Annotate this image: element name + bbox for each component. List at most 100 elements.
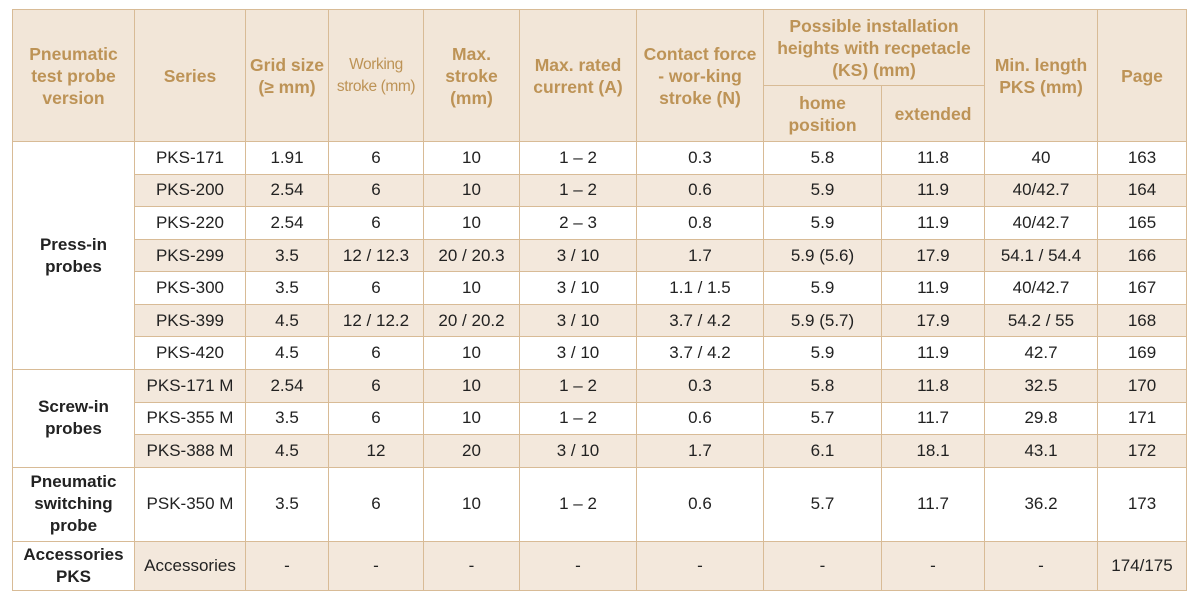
cell-series: PKS-299	[134, 238, 246, 273]
table-row: PKS-399 4.5 12 / 12.2 20 / 20.2 3 / 10 3…	[13, 303, 1187, 338]
cell-contact-force: 3.7 / 4.2	[636, 336, 764, 371]
cell-max-stroke: 10	[423, 466, 520, 543]
cell-home-position: -	[763, 541, 882, 591]
cell-extended: 17.9	[881, 238, 985, 273]
cell-series: PKS-355 M	[134, 401, 246, 436]
cell-min-length: 42.7	[984, 336, 1098, 371]
cell-extended: 11.9	[881, 206, 985, 240]
cell-page: 168	[1097, 303, 1187, 338]
cell-page: 164	[1097, 173, 1187, 208]
cell-home-position: 5.8	[763, 141, 882, 175]
cell-home-position: 5.9 (5.6)	[763, 238, 882, 273]
cell-contact-force: 1.1 / 1.5	[636, 271, 764, 305]
cell-working-stroke: 12 / 12.2	[328, 303, 424, 338]
cell-grid: 3.5	[245, 401, 329, 436]
cell-working-stroke: 6	[328, 466, 424, 543]
cell-rated-current: 1 – 2	[519, 141, 637, 175]
cell-contact-force: 0.6	[636, 466, 764, 543]
cell-working-stroke: 12	[328, 434, 424, 468]
header-version: Pneumatic test probe version	[12, 9, 135, 142]
cell-working-stroke: 6	[328, 369, 424, 403]
cell-home-position: 5.9	[763, 173, 882, 208]
cell-max-stroke: 20	[423, 434, 520, 468]
cell-contact-force: 0.3	[636, 369, 764, 403]
cell-extended: 11.7	[881, 401, 985, 436]
cell-grid: 4.5	[245, 303, 329, 338]
header-extended: extended	[881, 85, 985, 142]
cell-working-stroke: 6	[328, 173, 424, 208]
cell-page: 172	[1097, 434, 1187, 468]
cell-min-length: 40/42.7	[984, 271, 1098, 305]
cell-min-length: 40	[984, 141, 1098, 175]
cell-rated-current: 3 / 10	[519, 336, 637, 371]
table-row: PKS-420 4.5 6 10 3 / 10 3.7 / 4.2 5.9 11…	[13, 336, 1187, 371]
cell-grid: 3.5	[245, 238, 329, 273]
cell-min-length: 54.2 / 55	[984, 303, 1098, 338]
cell-home-position: 5.7	[763, 401, 882, 436]
cell-extended: 11.8	[881, 369, 985, 403]
header-max-stroke: Max. stroke (mm)	[423, 9, 520, 142]
cell-rated-current: 1 – 2	[519, 401, 637, 436]
product-table: Pneumatic test probe version Series Grid…	[12, 9, 1187, 591]
cell-series: PKS-220	[134, 206, 246, 240]
cell-working-stroke: 6	[328, 336, 424, 371]
header-installation-heights: Possible installation heights with recpe…	[763, 9, 985, 86]
cell-min-length: 40/42.7	[984, 173, 1098, 208]
cell-grid: 2.54	[245, 206, 329, 240]
cell-grid: 1.91	[245, 141, 329, 175]
cell-max-stroke: 10	[423, 206, 520, 240]
cell-rated-current: 1 – 2	[519, 369, 637, 403]
cell-rated-current: 3 / 10	[519, 434, 637, 468]
cell-working-stroke: 6	[328, 206, 424, 240]
cell-max-stroke: 20 / 20.3	[423, 238, 520, 273]
cell-rated-current: 2 – 3	[519, 206, 637, 240]
header-working-stroke: Working stroke (mm)	[328, 9, 424, 142]
cell-grid: 3.5	[245, 271, 329, 305]
cell-home-position: 5.9 (5.7)	[763, 303, 882, 338]
table-row: PKS-388 M 4.5 12 20 3 / 10 1.7 6.1 18.1 …	[13, 434, 1187, 468]
cell-grid: 4.5	[245, 434, 329, 468]
cell-max-stroke: 10	[423, 401, 520, 436]
cell-home-position: 6.1	[763, 434, 882, 468]
table-row: PKS-200 2.54 6 10 1 – 2 0.6 5.9 11.9 40/…	[13, 173, 1187, 208]
cell-series: PKS-171	[134, 141, 246, 175]
cell-min-length: -	[984, 541, 1098, 591]
group-screw-in: Screw-in probes	[12, 369, 135, 468]
cell-grid: -	[245, 541, 329, 591]
header-rated-current: Max. rated current (A)	[519, 9, 637, 142]
cell-contact-force: 3.7 / 4.2	[636, 303, 764, 338]
cell-extended: 17.9	[881, 303, 985, 338]
cell-page: 173	[1097, 466, 1187, 543]
cell-max-stroke: 10	[423, 173, 520, 208]
cell-series: PKS-388 M	[134, 434, 246, 468]
cell-series: PKS-171 M	[134, 369, 246, 403]
cell-home-position: 5.9	[763, 336, 882, 371]
cell-extended: 11.9	[881, 271, 985, 305]
table-row: Press-in probes PKS-171 1.91 6 10 1 – 2 …	[12, 140, 1187, 371]
cell-contact-force: 0.8	[636, 206, 764, 240]
group-switching: Pneumatic switching probe	[12, 466, 135, 543]
cell-page: 169	[1097, 336, 1187, 371]
cell-rated-current: 3 / 10	[519, 303, 637, 338]
cell-series: PKS-200	[134, 173, 246, 208]
cell-grid: 3.5	[245, 466, 329, 543]
cell-max-stroke: 10	[423, 271, 520, 305]
cell-contact-force: 0.6	[636, 173, 764, 208]
cell-home-position: 5.8	[763, 369, 882, 403]
cell-extended: 18.1	[881, 434, 985, 468]
cell-min-length: 32.5	[984, 369, 1098, 403]
cell-rated-current: -	[519, 541, 637, 591]
cell-contact-force: 0.3	[636, 141, 764, 175]
cell-working-stroke: 6	[328, 271, 424, 305]
cell-grid: 2.54	[245, 369, 329, 403]
header-min-length: Min. length PKS (mm)	[984, 9, 1098, 142]
header-series: Series	[134, 9, 246, 142]
cell-working-stroke: -	[328, 541, 424, 591]
group-press-in: Press-in probes	[12, 140, 135, 371]
cell-page: 165	[1097, 206, 1187, 240]
cell-working-stroke: 12 / 12.3	[328, 238, 424, 273]
cell-min-length: 40/42.7	[984, 206, 1098, 240]
cell-series: PKS-399	[134, 303, 246, 338]
group-accessories: Accessories PKS	[12, 541, 135, 591]
cell-extended: 11.9	[881, 173, 985, 208]
